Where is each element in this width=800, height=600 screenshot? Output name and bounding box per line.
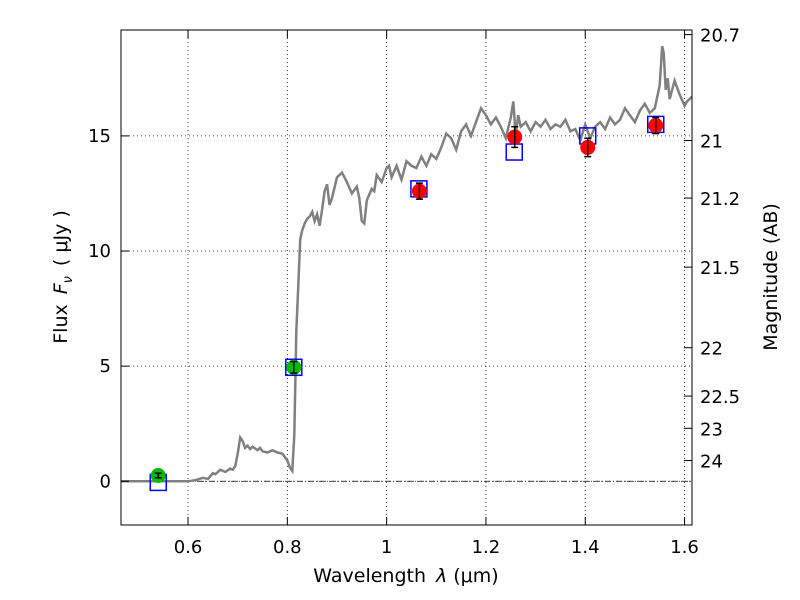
x-tick-label: 1.6 [670,537,699,558]
y-tick-label: 5 [100,356,111,377]
y-axis-label-left-unit: ( μJy ) [50,210,72,266]
model-spectrum-line [121,45,692,483]
y-tick-label: 0 [100,471,111,492]
x-ticks: 0.6 0.8 1 1.2 1.4 1.6 [174,30,699,558]
y-axis-label-right: Magnitude (AB) [760,203,782,351]
right-tick-label: 22 [700,339,723,360]
x-axis-label-main: Wavelength [313,565,426,587]
plot-frame [120,29,693,526]
right-tick-label: 24 [700,452,723,473]
right-tick-label: 21 [700,132,723,153]
x-axis-label-unit: (μm) [453,565,498,587]
x-tick-label: 0.8 [273,537,302,558]
grid-lines [121,30,692,525]
y-axis-label-left-main: Flux [50,304,72,344]
right-tick-label: 22.5 [700,387,740,408]
right-tick-label: 21.2 [700,189,740,210]
y-tick-label: 10 [88,241,111,262]
right-ticks: 20.7 21 21.2 21.5 22 22.5 23 24 [684,26,740,473]
y-ticks: 0 5 10 15 [88,126,129,492]
plot-content [121,45,692,492]
x-tick-label: 1 [381,537,392,558]
x-tick-label: 1.4 [571,537,600,558]
y-axis-label-left: Flux Fν ( μJy ) [50,210,76,344]
y-tick-label: 15 [88,126,111,147]
x-axis-label: Wavelength λ (μm) [313,565,498,587]
right-tick-label: 23 [700,419,723,440]
right-tick-label: 20.7 [700,26,740,47]
model-boxes [149,115,665,492]
x-tick-label: 0.6 [174,537,203,558]
x-axis-label-symbol: λ [435,565,447,587]
x-tick-label: 1.2 [472,537,501,558]
model-box [285,358,303,377]
right-tick-label: 21.5 [700,258,740,279]
y-axis-label-left-sub: ν [61,276,76,283]
y-axis-label-left-symbol: F [50,282,72,294]
observed-points [150,116,664,483]
